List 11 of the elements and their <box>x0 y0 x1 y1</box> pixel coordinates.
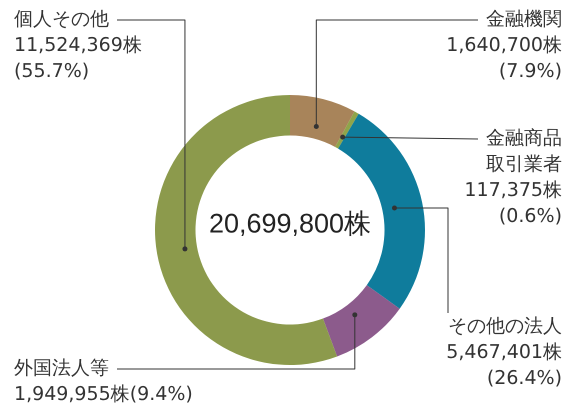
slice-label: 金融商品取引業者 <box>486 126 562 175</box>
slice-label: 金融機関 <box>486 8 562 30</box>
data-label: 117,375株(0.6%) <box>464 178 562 227</box>
text: 20,699,800株 <box>208 208 372 238</box>
slice-label: 外国法人等 <box>14 356 109 379</box>
slice-label: 個人その他 <box>14 8 109 30</box>
data-label: 1,640,700株(7.9%) <box>446 34 562 82</box>
slice-label: その他の法人 <box>448 314 562 337</box>
data-label: 1,949,955株(9.4%) <box>14 382 193 405</box>
data-label: 11,524,369株(55.7%) <box>14 34 142 82</box>
data-label: 5,467,401株(26.4%) <box>446 340 562 389</box>
